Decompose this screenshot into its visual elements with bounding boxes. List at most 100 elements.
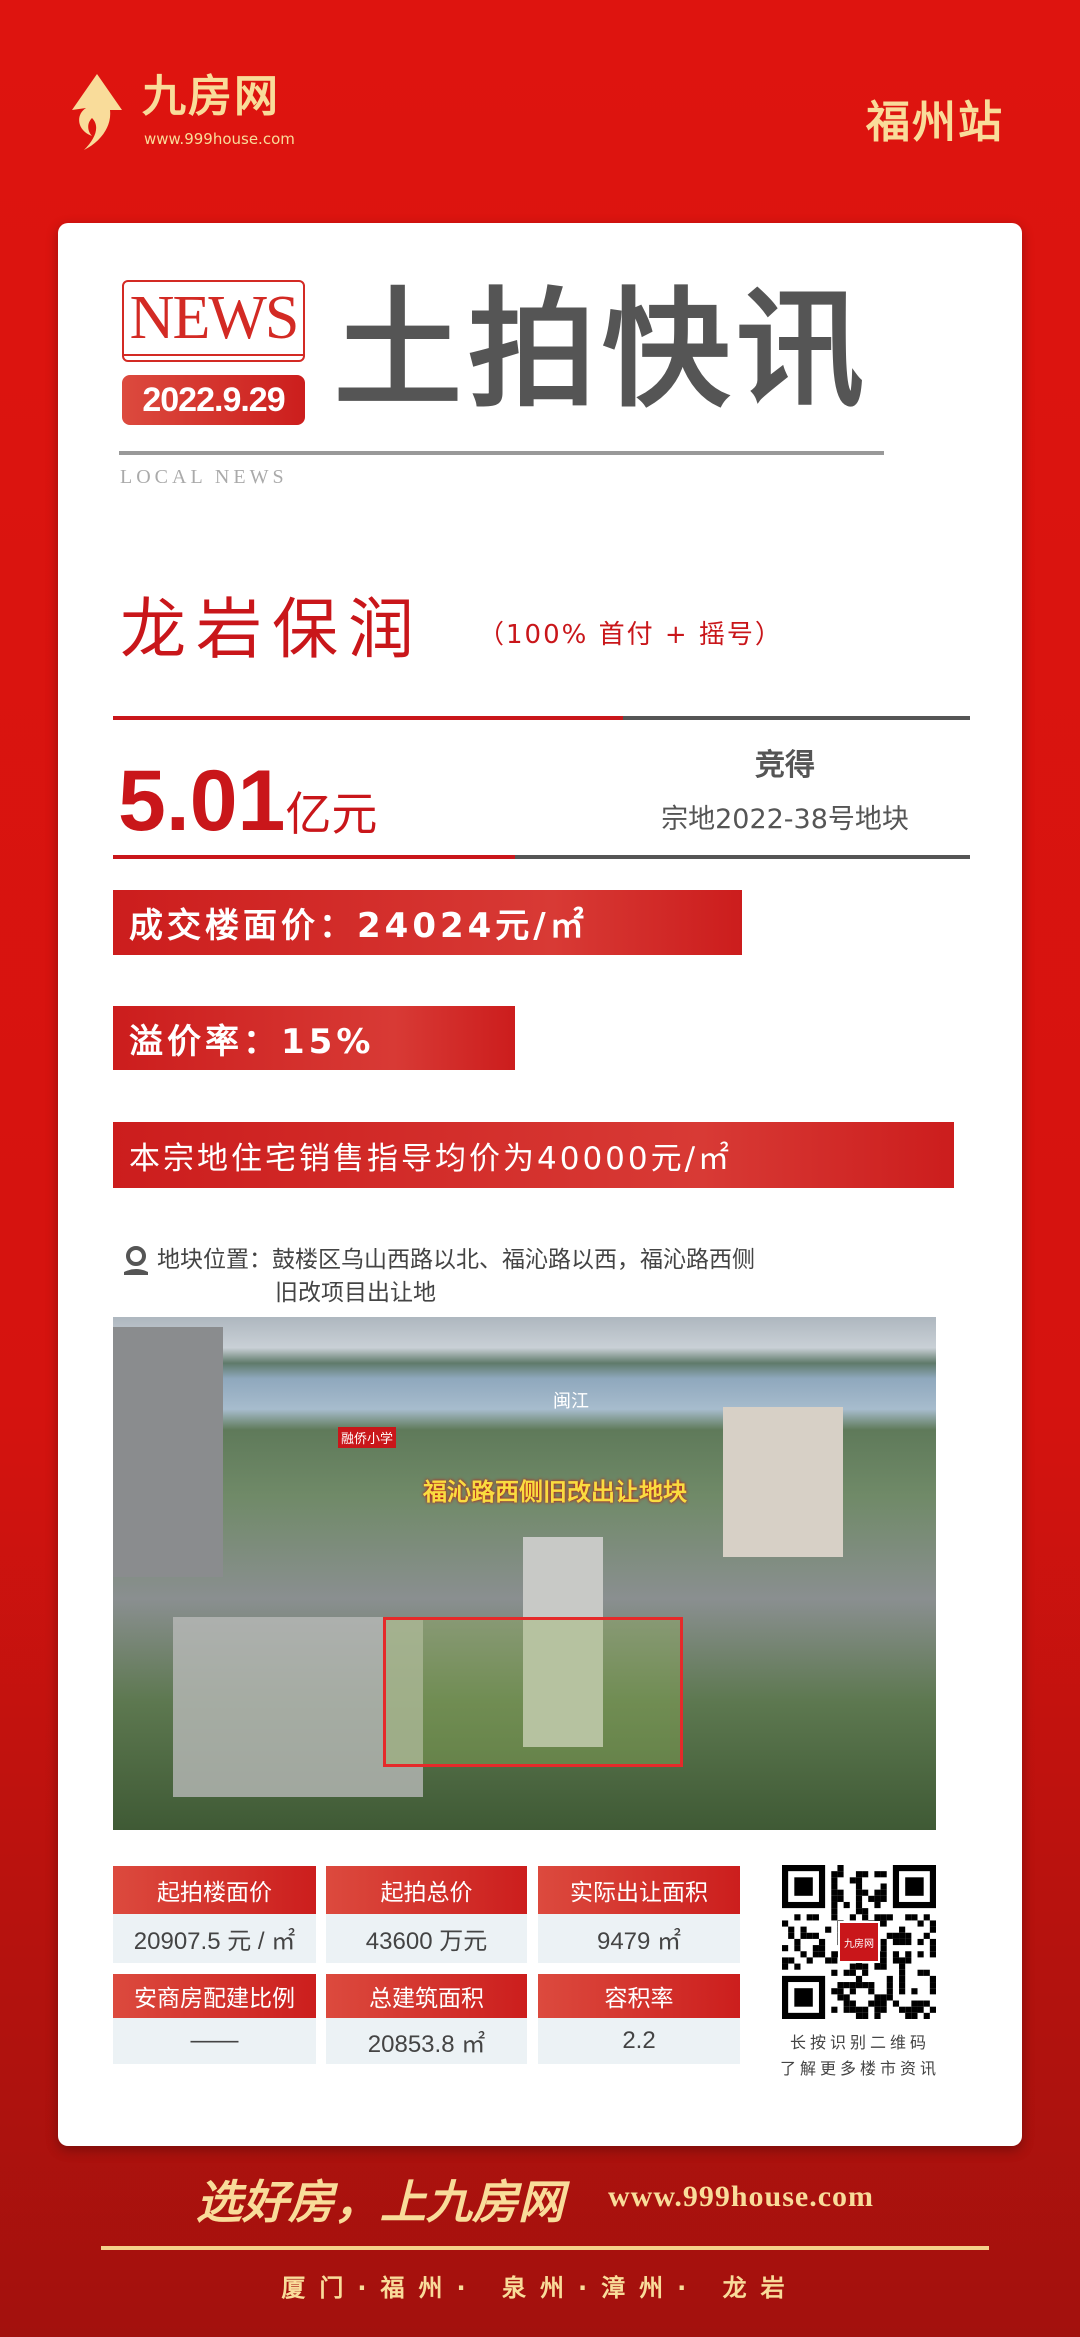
- qr-module: [899, 1938, 906, 1946]
- qr-module: [899, 2006, 906, 2013]
- deal-amount: 5.01亿元: [118, 752, 377, 851]
- qr-module: [917, 1920, 924, 1927]
- qr-module: [855, 1908, 863, 1915]
- qr-module: [862, 1889, 869, 1896]
- buildings: [113, 1327, 223, 1577]
- qr-module: [880, 1914, 887, 1921]
- qr-module: [788, 1932, 795, 1939]
- qr-module: [794, 1914, 801, 1921]
- qr-module: [899, 1975, 906, 1983]
- qr-module: [886, 1988, 893, 1995]
- table-cell: 容积率 2.2: [538, 1974, 740, 2064]
- qr-module: [905, 1951, 912, 1958]
- qr-module: [880, 1994, 887, 2001]
- qr-module: [806, 1957, 813, 1964]
- qr-module: [812, 1932, 819, 1939]
- qr-module: [812, 1951, 819, 1958]
- qr-module: [911, 2000, 918, 2007]
- guide-price-bar: 本宗地住宅销售指导均价为40000元/㎡: [113, 1122, 954, 1188]
- qr-module: [843, 1901, 850, 1909]
- qr-module: [831, 1957, 838, 1964]
- qr-module: [825, 1926, 832, 1933]
- qr-module: [917, 1951, 924, 1958]
- qr-module: [849, 1877, 856, 1884]
- cell-value: 2.2: [538, 2018, 740, 2064]
- qr-module: [880, 1889, 887, 1896]
- qr-module: [831, 1901, 838, 1909]
- qr-module: [855, 1877, 863, 1884]
- qr-module: [855, 1982, 863, 1989]
- qr-module: [929, 1920, 936, 1927]
- qr-module: [892, 1932, 900, 1939]
- cell-header: 安商房配建比例: [113, 1974, 316, 2018]
- qr-module: [849, 1969, 856, 1976]
- table-cell: 总建筑面积 20853.8 ㎡: [326, 1974, 527, 2064]
- plot-label: 福沁路西侧旧改出让地块: [423, 1478, 687, 1506]
- qr-module: [862, 2006, 869, 2013]
- qr-code[interactable]: 九房网: [782, 1865, 936, 2019]
- qr-module: [874, 2012, 881, 2019]
- qr-module: [843, 1969, 850, 1976]
- qr-module: [855, 2012, 863, 2019]
- qr-module: [782, 1963, 789, 1970]
- qr-module: [917, 1938, 924, 1946]
- qr-module: [855, 1889, 863, 1896]
- qr-module: [868, 1988, 875, 1995]
- location-line1: 鼓楼区乌山西路以北、福沁路以西，福沁路西侧: [272, 1247, 755, 1273]
- winner-name: 龙岩保润: [120, 591, 424, 668]
- qr-module: [892, 1957, 900, 1964]
- qr-module: [800, 1932, 807, 1939]
- footer-url[interactable]: www.999house.com: [608, 2180, 875, 2213]
- amount-value: 5.01: [118, 753, 286, 849]
- table-cell: 起拍楼面价 20907.5 元 / ㎡: [113, 1866, 316, 1963]
- qr-module: [880, 1895, 887, 1902]
- qr-module: [812, 1914, 819, 1921]
- qr-module: [880, 2000, 887, 2007]
- qr-module: [874, 1901, 881, 1909]
- qr-finder: [905, 1877, 924, 1896]
- qr-module: [874, 1889, 881, 1896]
- qr-module: [899, 1932, 906, 1939]
- school-label: 融侨小学: [338, 1427, 397, 1448]
- qr-module: [886, 1914, 893, 1921]
- qr-caption-line2: 了解更多楼市资讯: [780, 2059, 941, 2078]
- qr-module: [800, 1926, 807, 1933]
- qr-module: [818, 1951, 826, 1958]
- qr-module: [862, 2012, 869, 2019]
- qr-module: [905, 1914, 912, 1921]
- qr-module: [929, 1988, 936, 1995]
- qr-module: [855, 1901, 863, 1909]
- qr-module: [831, 1877, 838, 1884]
- qr-module: [905, 1932, 912, 1939]
- cell-value: 43600 万元: [326, 1914, 527, 1963]
- qr-module: [818, 1938, 826, 1946]
- qr-center-logo: 九房网: [838, 1921, 880, 1963]
- page-title: 土拍快讯: [334, 275, 871, 425]
- qr-module: [899, 1982, 906, 1989]
- qr-module: [929, 1926, 936, 1933]
- qr-module: [911, 1914, 918, 1921]
- qr-module: [855, 1871, 863, 1878]
- winner-conditions: （100% 首付 + 摇号）: [478, 620, 783, 650]
- qr-module: [849, 2006, 856, 2013]
- qr-module: [843, 1982, 850, 1989]
- logo-text: 九房网: [142, 71, 280, 122]
- qr-module: [886, 1932, 893, 1939]
- won-label: 竞得: [755, 748, 815, 783]
- qr-module: [874, 2000, 881, 2007]
- qr-module: [868, 1895, 875, 1902]
- table-cell: 起拍总价 43600 万元: [326, 1866, 527, 1963]
- qr-module: [831, 1908, 838, 1915]
- buildings: [173, 1617, 423, 1797]
- qr-module: [880, 2006, 887, 2013]
- qr-module: [899, 1957, 906, 1964]
- qr-module: [923, 1914, 930, 1921]
- logo-icon: [62, 72, 132, 152]
- footer-slogan: 选好房，上九房网: [196, 2175, 564, 2229]
- qr-module: [911, 1988, 918, 1995]
- qr-module: [788, 1926, 795, 1933]
- qr-caption: 长按识别二维码 了解更多楼市资讯: [780, 2030, 940, 2082]
- qr-module: [855, 1975, 863, 1983]
- qr-module: [880, 1938, 887, 1946]
- qr-module: [831, 1883, 838, 1890]
